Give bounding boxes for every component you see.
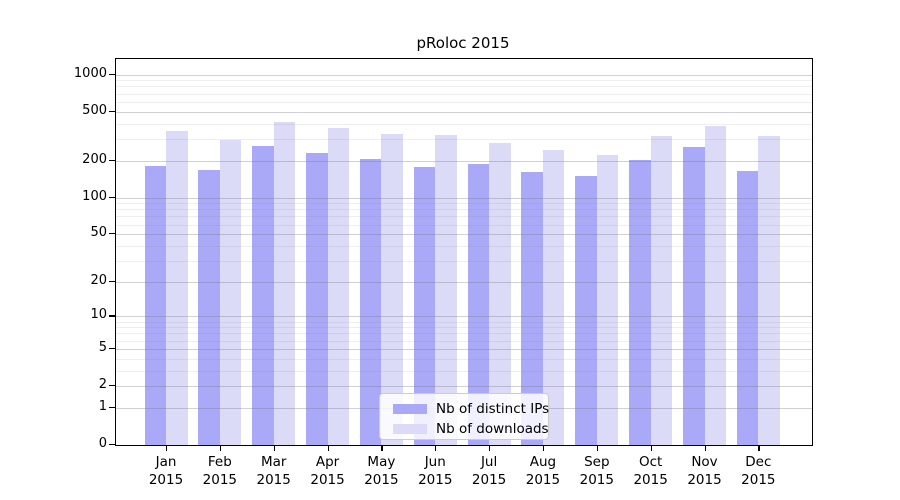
y-tick-mark [109,280,115,282]
plot-area: Nb of distinct IPs Nb of downloads [115,58,813,446]
bar-feb-downloads [219,139,242,445]
bar-jul-distinct-ips [467,163,490,445]
gridline-500 [116,111,812,113]
bar-sep-distinct-ips [575,175,597,445]
legend: Nb of distinct IPs Nb of downloads [379,393,549,440]
bar-nov-downloads [704,126,726,445]
bar-apr-downloads [327,127,350,445]
y-tick-mark [109,110,115,112]
gridline-600 [116,101,812,103]
y-tick-mark [109,347,115,350]
y-tick-mark [109,196,115,198]
gridline-800 [116,86,812,88]
bar-dec-distinct-ips [736,170,759,445]
y-tick-mark [109,315,115,317]
legend-label-downloads: Nb of downloads [436,420,549,437]
y-tick-label-50: 50 [90,225,107,241]
x-tick-label-mar: Mar 2015 [256,454,291,488]
y-tick-label-200: 200 [82,151,107,167]
x-tick-label-jul: Jul 2015 [471,454,507,488]
y-tick-label-0: 0 [98,436,107,451]
y-tick-mark [109,233,115,235]
x-tick-label-apr: Apr 2015 [310,454,345,488]
x-tick-label-sep: Sep 2015 [579,454,614,488]
bar-jun-downloads [435,135,457,445]
bar-jul-downloads [489,143,511,445]
x-tick-label-feb: Feb 2015 [202,454,238,488]
x-tick-mark-may [381,445,383,451]
x-tick-mark-feb [219,445,222,451]
bar-may-downloads [381,134,403,445]
y-tick-mark [109,159,115,161]
x-tick-mark-sep [596,445,598,451]
x-tick-label-oct: Oct 2015 [633,454,668,488]
x-tick-mark-oct [650,445,652,451]
legend-swatch-distinct-ips [393,403,427,414]
bar-sep-downloads [596,155,619,445]
legend-label-distinct-ips: Nb of distinct IPs [436,400,550,417]
y-tick-label-10: 10 [90,307,107,323]
y-tick-mark [109,444,115,446]
legend-entry-distinct-ips: Nb of distinct IPs [393,399,550,418]
bar-feb-distinct-ips [198,170,220,445]
legend-entry-downloads: Nb of downloads [393,419,549,438]
bar-aug-downloads [542,149,565,445]
bar-jan-downloads [166,130,188,445]
bar-oct-distinct-ips [629,159,651,445]
bar-jan-distinct-ips [144,165,166,445]
gridline-900 [116,80,812,82]
bar-mar-distinct-ips [252,145,274,445]
bar-apr-distinct-ips [306,152,328,445]
x-tick-mark-jan [166,445,168,451]
y-tick-label-5: 5 [98,339,107,355]
y-tick-label-1000: 1000 [73,65,107,81]
y-tick-mark [109,406,115,409]
x-tick-mark-apr [327,445,329,451]
y-tick-label-20: 20 [90,272,107,288]
legend-swatch-downloads [393,423,427,434]
gridline-1000 [116,74,812,76]
bar-may-distinct-ips [359,158,382,445]
bar-dec-downloads [758,135,780,445]
y-tick-label-1: 1 [98,398,107,414]
x-tick-label-may: May 2015 [364,454,399,488]
x-tick-mark-nov [704,445,706,451]
bar-aug-distinct-ips [521,171,543,445]
bar-nov-distinct-ips [683,147,705,445]
x-tick-mark-jun [435,445,437,451]
y-tick-mark [109,73,115,75]
chart-title: pRoloc 2015 [416,34,510,52]
x-tick-mark-aug [542,445,545,451]
y-tick-mark [109,385,115,387]
y-tick-label-2: 2 [98,377,107,393]
x-tick-label-jan: Jan 2015 [148,454,184,488]
bar-jun-distinct-ips [413,166,436,445]
x-tick-mark-mar [273,445,275,451]
x-tick-label-dec: Dec 2015 [741,454,776,488]
x-tick-mark-jul [489,445,491,451]
x-tick-label-jun: Jun 2015 [418,454,453,488]
x-tick-label-nov: Nov 2015 [687,454,722,488]
y-tick-label-500: 500 [82,102,107,118]
bar-mar-downloads [273,121,296,445]
bar-oct-downloads [650,136,673,445]
y-tick-label-100: 100 [82,188,107,204]
x-tick-mark-dec [758,445,760,451]
gridline-700 [116,93,812,95]
gridline-400 [116,123,812,125]
x-tick-label-aug: Aug 2015 [525,454,561,488]
